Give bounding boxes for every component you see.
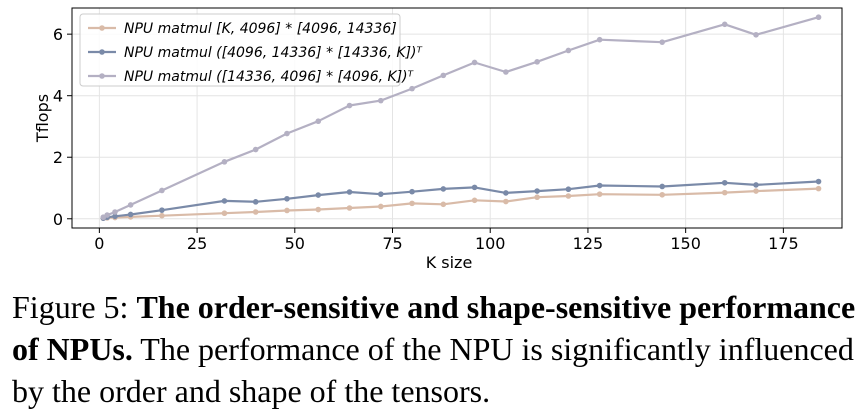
data-point — [346, 189, 353, 195]
line-chart: 0 25 50 75 100 125 150 175 0 2 4 6 K size Tflops NPU m… — [33, 7, 843, 272]
data-point — [721, 189, 728, 196]
data-point — [503, 69, 509, 75]
data-point — [471, 197, 478, 204]
x-tick-label: 100 — [475, 234, 506, 253]
x-tick-label: 0 — [94, 234, 104, 253]
data-point — [159, 207, 165, 213]
data-point — [346, 102, 353, 109]
data-point — [596, 182, 603, 189]
data-point — [112, 213, 118, 220]
data-point — [409, 85, 415, 92]
data-point — [440, 201, 447, 208]
data-point — [815, 178, 822, 185]
y-tick-label: 0 — [53, 210, 63, 229]
data-point — [721, 179, 728, 186]
data-point — [721, 21, 728, 28]
y-tick-label: 2 — [53, 148, 63, 167]
figure-chart: 0 25 50 75 100 125 150 175 0 2 4 6 K size Tflops NPU m… — [33, 7, 843, 272]
data-point — [565, 47, 572, 54]
legend-marker — [99, 49, 105, 55]
data-point — [377, 203, 384, 210]
data-point — [503, 190, 509, 196]
legend-label: NPU matmul ([14336, 4096] * [4096, K])ᵀ — [124, 69, 414, 85]
data-point — [503, 198, 509, 205]
data-point — [252, 209, 259, 215]
data-point — [284, 130, 290, 137]
data-point — [104, 212, 110, 218]
series-line-3 — [102, 16, 819, 219]
data-point — [159, 212, 165, 219]
data-point — [315, 192, 322, 198]
data-point — [659, 183, 666, 190]
x-axis-label: K size — [426, 253, 473, 272]
series-line-1 — [103, 187, 819, 220]
legend-box — [79, 13, 401, 87]
data-point — [471, 59, 478, 66]
data-point — [565, 193, 572, 199]
data-point — [159, 187, 165, 194]
data-point — [252, 199, 259, 205]
data-point — [284, 195, 290, 202]
data-point — [815, 185, 822, 192]
legend-label: NPU matmul [K, 4096] * [4096, 14336] — [124, 21, 397, 37]
data-point — [221, 198, 228, 204]
plot-frame — [71, 7, 843, 229]
data-point — [565, 186, 572, 193]
legend-marker — [99, 73, 105, 79]
data-point — [127, 202, 134, 208]
x-tick-label: 75 — [382, 234, 402, 253]
x-tick-label: 125 — [573, 234, 604, 253]
data-point — [534, 188, 540, 194]
caption-body: The performance of the NPU is significan… — [12, 331, 854, 409]
data-point — [221, 210, 228, 217]
data-point — [815, 14, 822, 21]
data-point — [284, 207, 290, 214]
caption-title: The order-sensitive and shape-sensitive … — [12, 289, 856, 367]
x-tick-label: 25 — [187, 234, 207, 253]
data-point — [659, 39, 666, 45]
data-point — [596, 191, 603, 197]
data-point — [753, 31, 759, 38]
data-point — [377, 97, 384, 104]
data-point — [315, 118, 322, 125]
x-tick-label: 175 — [768, 234, 799, 253]
data-point — [534, 59, 540, 65]
legend-marker — [99, 25, 105, 31]
caption-prefix: Figure 5: — [12, 289, 137, 325]
data-point — [440, 186, 447, 192]
data-point — [753, 182, 759, 188]
data-point — [112, 209, 118, 215]
data-point — [377, 191, 384, 197]
data-point — [659, 191, 666, 198]
x-tick-label: 50 — [285, 234, 305, 253]
x-tick-label: 150 — [670, 234, 701, 253]
data-point — [409, 188, 415, 195]
data-point — [127, 211, 134, 218]
y-axis-label: Tflops — [33, 94, 52, 143]
y-tick-label: 4 — [53, 87, 63, 106]
data-point — [315, 206, 322, 213]
figure-caption: Figure 5: The order-sensitive and shape-… — [12, 286, 857, 412]
data-point — [346, 205, 353, 211]
data-point — [221, 159, 228, 165]
data-point — [252, 146, 259, 153]
y-tick-label: 6 — [53, 25, 63, 44]
data-point — [596, 36, 603, 43]
data-point — [471, 184, 478, 191]
legend-label: NPU matmul ([4096, 14336] * [14336, K])ᵀ — [124, 45, 423, 61]
data-point — [440, 72, 447, 79]
data-point — [409, 200, 415, 207]
data-point — [534, 194, 540, 201]
data-point — [753, 188, 759, 194]
series-line-2 — [103, 180, 819, 220]
